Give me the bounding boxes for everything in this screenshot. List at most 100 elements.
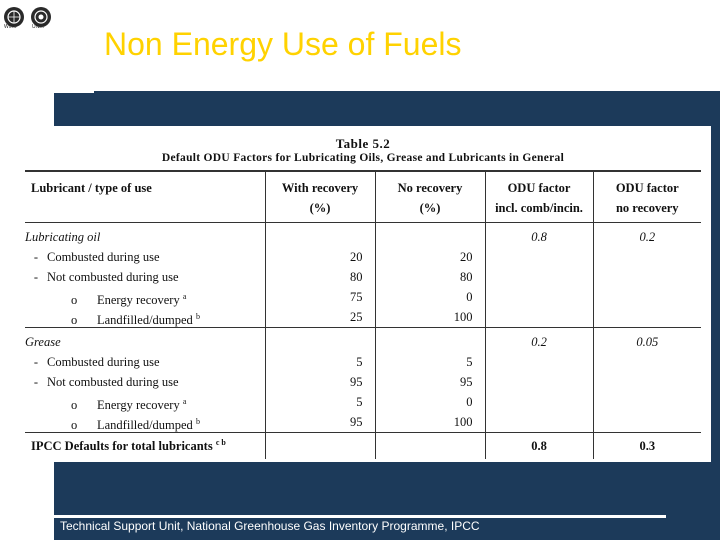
with-recovery-values: 5 95 5 95	[264, 327, 375, 433]
row-marker: o	[71, 418, 78, 433]
table-group-grease: Grease - Combusted during use - Not combus…	[25, 327, 701, 433]
cell-value: 0.8	[531, 230, 547, 244]
table-row-label: o Landfilled/dumped b	[25, 307, 265, 327]
empty-cell	[264, 432, 375, 459]
spacer	[376, 332, 473, 352]
row-marker: o	[71, 293, 78, 308]
no-recovery-values: 5 95 0 100	[374, 327, 485, 433]
cell-value: 0.2	[531, 335, 547, 349]
cell-value: 95	[350, 415, 363, 429]
row-label: Combusted during use	[47, 355, 160, 369]
odu-incl-value: 0.8	[484, 222, 593, 328]
group-labels: Grease - Combusted during use - Not combus…	[25, 327, 265, 433]
row-marker: -	[33, 375, 39, 389]
table-caption: Table 5.2	[335, 136, 391, 151]
row-label: Combusted during use	[47, 250, 160, 264]
empty-cell	[374, 432, 485, 459]
cell-value: 5	[356, 395, 363, 409]
total-label-text: IPCC Defaults for total lubricants	[31, 439, 213, 454]
cell-value: 0.05	[636, 335, 659, 349]
footnote-mark: a	[182, 292, 187, 301]
footer-divider	[54, 515, 666, 518]
header-line: No recovery	[397, 181, 463, 195]
row-marker: -	[33, 250, 39, 264]
table-total-row: IPCC Defaults for total lubricants c b 0…	[25, 432, 701, 460]
with-recovery-values: 20 80 75 25	[264, 222, 375, 328]
table-caption-row: Table 5.2 Default ODU Factors for Lubric…	[25, 130, 701, 172]
table-panel: Table 5.2 Default ODU Factors for Lubric…	[17, 126, 711, 462]
table-group-lubricating-oil: Lubricating oil - Combusted during use -N…	[25, 222, 701, 328]
footnote-mark: c b	[215, 437, 226, 447]
slide-footer: Technical Support Unit, National Greenho…	[60, 519, 480, 533]
no-recovery-values: 20 80 0 100	[374, 222, 485, 328]
row-marker: -	[33, 355, 39, 369]
row-marker: o	[71, 398, 78, 413]
header-line: ODU factor	[615, 181, 679, 195]
header-unit: (%)	[309, 201, 331, 215]
spacer	[376, 227, 473, 247]
total-odu-incl: 0.8	[484, 432, 593, 459]
row-label: Energy recovery	[97, 293, 180, 308]
header-unit: incl. comb/incin.	[495, 201, 583, 215]
cell-value: 80	[350, 270, 363, 284]
col-header-odu-no: ODU factor no recovery	[592, 171, 701, 223]
total-label: IPCC Defaults for total lubricants c b	[25, 433, 265, 460]
cell-value: 95	[350, 375, 363, 389]
wmo-logo-icon	[3, 7, 24, 27]
cell-value: 25	[350, 310, 363, 324]
table-row-label: - Not combusted during use	[25, 372, 265, 392]
title-divider	[94, 91, 720, 95]
footnote-mark: b	[195, 417, 200, 426]
header-unit: (%)	[419, 201, 441, 215]
table-header-row: Lubricant / type of use With recovery (%)…	[25, 171, 701, 223]
odu-incl-value: 0.2	[484, 327, 593, 433]
row-label: Landfilled/dumped	[97, 418, 193, 433]
cell-value: 5	[356, 355, 363, 369]
col-header-with-recovery: With recovery (%)	[264, 171, 375, 223]
total-odu-no: 0.3	[592, 432, 701, 459]
col-header-type: Lubricant / type of use	[25, 171, 265, 223]
cell-value: 20	[460, 250, 473, 264]
footnote-mark: a	[182, 397, 187, 406]
table-row-label: o Landfilled/dumped b	[25, 412, 265, 432]
table-row-label: - Not combusted during use	[25, 267, 265, 287]
row-marker: -	[33, 270, 39, 284]
table-row-label: - Combusted during use	[25, 352, 265, 372]
row-marker: o	[71, 313, 78, 328]
cell-value: 0.2	[639, 230, 656, 244]
unep-logo-icon	[30, 7, 51, 27]
row-label: Energy recovery	[97, 398, 180, 413]
table-row-label: o Energy recovery a	[25, 392, 265, 412]
title-area	[54, 0, 720, 93]
col-header-no-recovery: No recovery (%)	[374, 171, 485, 223]
spacer	[266, 332, 363, 352]
cell-value: 0	[466, 290, 473, 304]
cell-value: 100	[453, 310, 473, 324]
group-labels: Lubricating oil - Combusted during use -N…	[25, 222, 265, 328]
cell-value: 80	[460, 270, 473, 284]
table-row-label: o Energy recovery a	[25, 287, 265, 307]
table-subcaption: Default ODU Factors for Lubricating Oils…	[161, 152, 565, 164]
group-name: Grease	[25, 335, 61, 349]
spacer	[266, 227, 363, 247]
cell-value: 0	[466, 395, 473, 409]
header-line: ODU factor	[507, 181, 571, 195]
header-unit: no recovery	[615, 201, 679, 215]
odu-factors-table: Table 5.2 Default ODU Factors for Lubric…	[25, 130, 701, 459]
row-label: Not combusted during use	[47, 270, 179, 284]
header-line: With recovery	[281, 181, 359, 195]
cell-value: 95	[460, 375, 473, 389]
col-header-odu-incl: ODU factor incl. comb/incin.	[484, 171, 593, 223]
cell-value: 5	[466, 355, 473, 369]
unep-logo-caption: UNEP	[32, 24, 46, 30]
wmo-logo-caption: WMO	[4, 24, 17, 30]
row-label: Landfilled/dumped	[97, 313, 193, 328]
group-name: Lubricating oil	[25, 230, 101, 244]
cell-value: 20	[350, 250, 363, 264]
footnote-mark: b	[195, 312, 200, 321]
logo-strip	[0, 0, 54, 34]
odu-no-value: 0.05	[592, 327, 701, 433]
cell-value: 100	[453, 415, 473, 429]
row-label: Not combusted during use	[47, 375, 179, 389]
odu-no-value: 0.2	[592, 222, 701, 328]
